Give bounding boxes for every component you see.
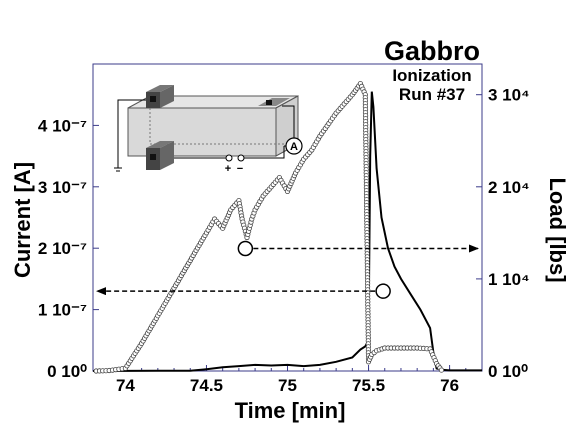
x-tick-label: 76 (440, 376, 459, 395)
terminal-plus-label: + (225, 163, 231, 175)
x-tick-label: 75.5 (352, 376, 385, 395)
x-tick-label: 74.5 (190, 376, 223, 395)
sample-schematic-inset: A + − (114, 85, 303, 175)
annotation-circle (375, 283, 391, 299)
ammeter-label: A (290, 141, 298, 153)
axis-ticks: 74 74.5 75 75.5 76 0 10⁰ 1 10⁻⁷ 2 10⁻⁷ 3 10⁻⁷ 4 1… (38, 86, 530, 395)
y-right-tick-label: 3 10⁴ (488, 86, 530, 105)
chart-title: Gabbro (384, 36, 480, 66)
electrode-bottom (146, 141, 174, 170)
y-left-tick-label: 3 10⁻⁷ (38, 178, 87, 197)
chart-subtitle-run: Run #37 (399, 85, 465, 104)
y-left-tick-label: 2 10⁻⁷ (38, 239, 87, 258)
electrode-top-right (258, 98, 290, 106)
y-right-tick-label: 1 10⁴ (488, 270, 530, 289)
y-right-tick-label: 0 10⁰ (488, 362, 528, 381)
x-tick-label: 75 (278, 376, 297, 395)
y-left-tick-label: 0 10⁰ (47, 362, 87, 381)
y-axis-left-title: Current [A] (10, 162, 35, 278)
series-layer (92, 81, 482, 374)
annotation-layer (96, 240, 479, 299)
electrode-top-left (146, 85, 174, 108)
x-axis-title: Time [min] (235, 398, 346, 423)
annotation-circle (237, 240, 254, 257)
y-axis-right-title: Load [lbs] (545, 177, 570, 282)
x-tick-label: 74 (116, 376, 135, 395)
load-data-point (438, 367, 445, 373)
y-left-tick-label: 4 10⁻⁷ (38, 116, 87, 135)
y-left-tick-label: 1 10⁻⁷ (38, 301, 87, 320)
chart-subtitle-ionization: Ionization (392, 66, 471, 85)
terminal-minus-label: − (237, 163, 243, 175)
y-right-tick-label: 2 10⁴ (488, 178, 530, 197)
